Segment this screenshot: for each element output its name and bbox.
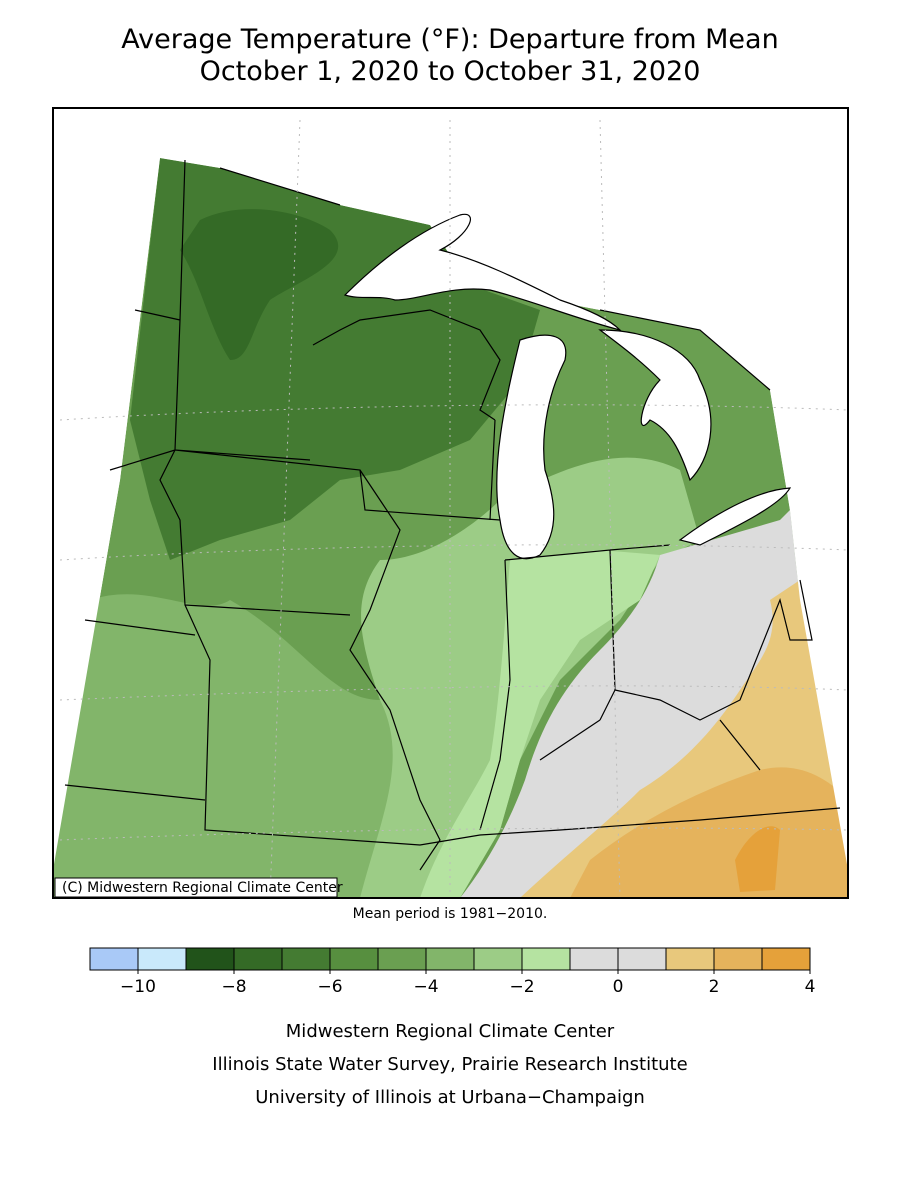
subtitle: October 1, 2020 to October 31, 2020 xyxy=(200,56,701,87)
lake-erie xyxy=(678,487,792,546)
legend-tick-label: 4 xyxy=(805,977,816,997)
legend-swatch xyxy=(665,947,715,971)
legend-swatch xyxy=(617,947,667,971)
copyright-box xyxy=(54,877,338,898)
region-gray xyxy=(460,510,830,898)
legend-swatch xyxy=(377,947,427,971)
lake-superior xyxy=(343,213,622,332)
region-pale-green xyxy=(420,550,660,898)
legend-tick-label: −6 xyxy=(317,977,342,997)
title: Average Temperature (°F): Departure from… xyxy=(121,24,778,55)
legend-swatch xyxy=(233,947,283,971)
legend-swatch xyxy=(329,947,379,971)
copyright: (C) Midwestern Regional Climate Center xyxy=(62,880,343,896)
legend-tick-label: −10 xyxy=(120,977,156,997)
footer-line: University of Illinois at Urbana−Champai… xyxy=(255,1087,645,1108)
map: (C) Midwestern Regional Climate Center xyxy=(52,107,849,899)
legend-tick-label: −2 xyxy=(509,977,534,997)
region-darkest-green xyxy=(180,209,339,360)
legend-swatch xyxy=(473,947,523,971)
legend-tick-label: −4 xyxy=(413,977,438,997)
canada-coast xyxy=(219,167,771,391)
legend-swatch xyxy=(281,947,331,971)
region-mid-green xyxy=(53,594,450,898)
footer-line: Midwestern Regional Climate Center xyxy=(286,1021,615,1042)
state-borders xyxy=(64,159,841,871)
region-darkest-orange xyxy=(735,826,780,892)
mean-period-note: Mean period is 1981−2010. xyxy=(353,906,548,922)
legend-swatch xyxy=(761,947,811,971)
color-legend: −10 −8 −6 −4 −2 0 2 4 xyxy=(89,947,816,997)
legend-swatch xyxy=(185,947,235,971)
legend-swatch xyxy=(569,947,619,971)
legend-tick-label: 2 xyxy=(709,977,720,997)
footer-line: Illinois State Water Survey, Prairie Res… xyxy=(212,1054,687,1075)
region-dark-orange xyxy=(570,767,848,898)
map-frame xyxy=(52,107,849,899)
legend-swatch xyxy=(521,947,571,971)
legend-swatch xyxy=(137,947,187,971)
legend-swatch xyxy=(425,947,475,971)
legend-swatch xyxy=(713,947,763,971)
outside-north xyxy=(53,108,848,870)
legend-tick-label: −8 xyxy=(221,977,246,997)
legend-swatch xyxy=(89,947,139,971)
lake-michigan xyxy=(496,334,567,560)
legend-tick-label: 0 xyxy=(613,977,624,997)
